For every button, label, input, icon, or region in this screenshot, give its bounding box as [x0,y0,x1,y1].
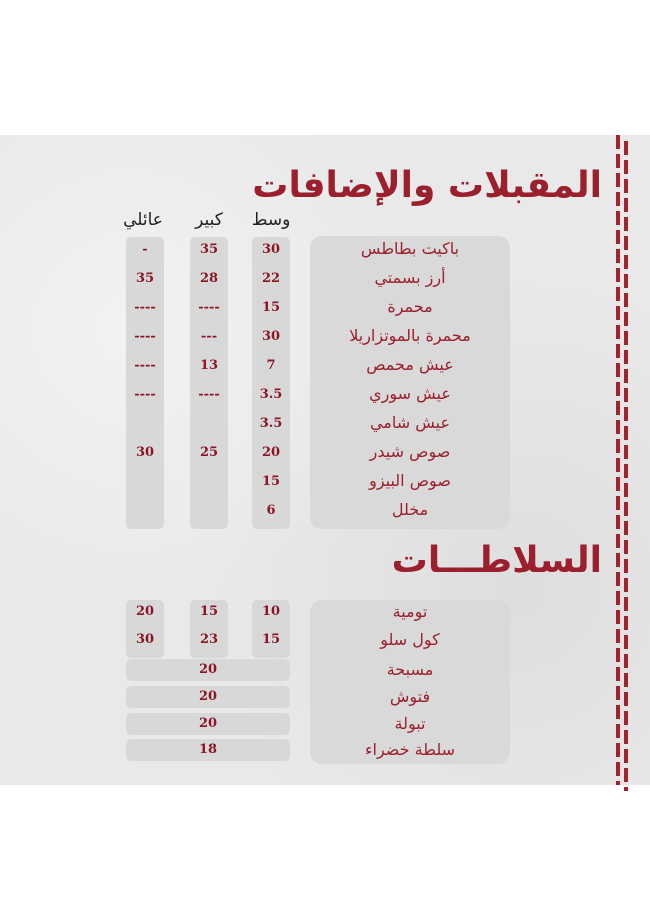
salad-medium-column [252,600,290,658]
price-large: 15 [199,604,219,619]
header-family: عائلي [123,210,163,230]
price-medium: 20 [261,445,281,460]
price-family: 30 [135,632,155,647]
appetizer-names-box [310,236,510,529]
price-large: 28 [199,271,219,286]
price-medium: 22 [261,271,281,286]
price-family: ---- [134,387,156,402]
price-medium: 3.5 [259,387,283,402]
salad-name: سلطة خضراء [364,740,456,759]
item-name: محمرة بالموتزاريلا [349,326,471,345]
price-medium: 15 [261,300,281,315]
price-medium: 3.5 [259,416,283,431]
salad-names-box [310,600,510,764]
item-name: صوص شيدر [369,442,451,461]
salad-name: تبولة [394,714,426,733]
price-family: 30 [135,445,155,460]
price-medium: 6 [266,503,276,518]
price-family: ---- [134,358,156,373]
salad-name: تومية [392,602,428,621]
item-name: عيش محمص [366,355,454,374]
salad-price-bar [126,739,290,761]
header-medium: وسط [251,210,291,230]
price-medium: 10 [261,604,281,619]
salad-name: فتوش [389,687,431,706]
item-name: مخلل [391,500,429,519]
price-family: 20 [135,604,155,619]
salad-price-bar [126,659,290,681]
salad-price-bar [126,713,290,735]
price-medium: 30 [261,242,281,257]
salads-title: السلاطـــات [391,540,602,581]
family-column [126,237,164,529]
large-column [190,237,228,529]
salad-name: كول سلو [380,630,440,649]
price-medium: 15 [261,474,281,489]
price-large: 23 [199,632,219,647]
red-dashed-border [616,135,620,785]
price-medium: 30 [261,329,281,344]
price-large: 25 [199,445,219,460]
item-name: باكيت بطاطس [360,239,460,258]
salad-price: 20 [198,716,218,731]
price-large: ---- [198,387,220,402]
salad-price: 18 [198,742,218,757]
item-name: عيش سوري [369,384,451,403]
salad-family-column [126,600,164,658]
price-medium: 7 [266,358,276,373]
price-family: ---- [134,329,156,344]
salad-price: 20 [198,662,218,677]
salad-large-column [190,600,228,658]
red-dashed-border [624,141,628,791]
header-large: كبير [195,210,223,230]
medium-column [252,237,290,529]
price-family: - [142,242,148,257]
price-large: 35 [199,242,219,257]
price-medium: 15 [261,632,281,647]
price-family: ---- [134,300,156,315]
appetizers-title: المقبلات والإضافات [252,165,602,206]
price-large: --- [200,329,218,344]
item-name: عيش شامي [369,413,451,432]
item-name: أرز بسمتي [374,268,446,287]
price-large: ---- [198,300,220,315]
salad-price: 20 [198,689,218,704]
item-name: صوص البيزو [369,471,451,490]
item-name: محمرة [387,297,433,316]
salad-price-bar [126,686,290,708]
price-family: 35 [135,271,155,286]
price-large: 13 [199,358,219,373]
salad-name: مسبحة [386,660,434,679]
